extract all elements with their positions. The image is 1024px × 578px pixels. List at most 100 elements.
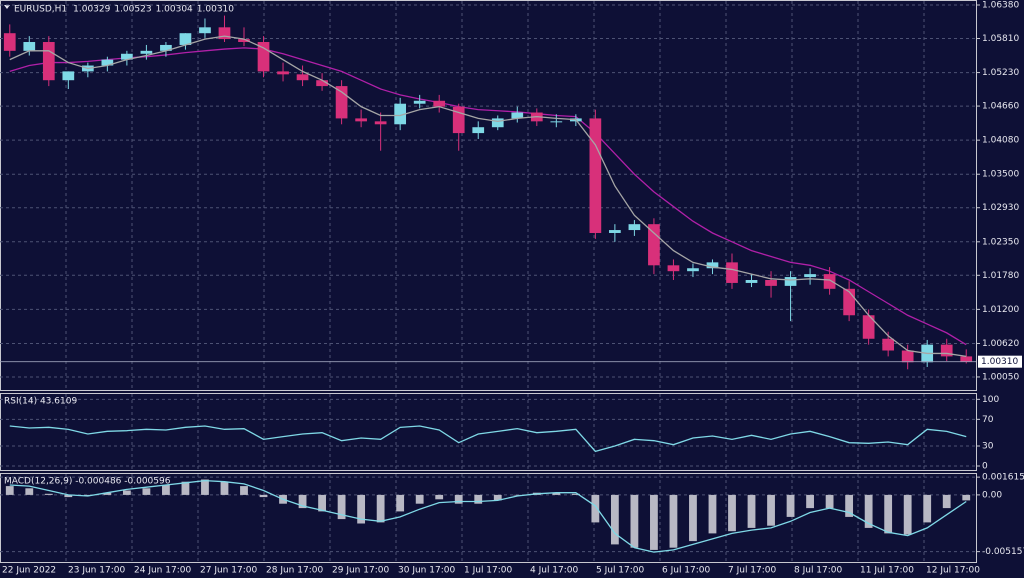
x-tick-label: 1 Jul 17:00 xyxy=(464,566,513,576)
y-tick-label: 0.001615 xyxy=(982,473,1024,483)
panel-title: MACD(12,26,9) -0.000486 -0.000596 xyxy=(4,477,171,487)
candle-body xyxy=(940,344,953,357)
candle-body xyxy=(355,118,367,122)
histogram-bar xyxy=(610,494,619,545)
y-tick-label: 1.01200 xyxy=(982,305,1019,315)
histogram-bar xyxy=(728,494,736,532)
histogram-bar xyxy=(708,494,717,534)
candle-body xyxy=(452,106,465,134)
histogram-bar xyxy=(298,494,307,509)
histogram-bar xyxy=(396,494,405,512)
candle-body xyxy=(23,42,36,51)
panel-borders xyxy=(0,0,977,563)
candle-body xyxy=(277,71,289,75)
candle-body xyxy=(238,39,250,43)
rsi-panel xyxy=(0,393,977,471)
y-tick-label: 1.05810 xyxy=(982,34,1019,44)
histogram-bar xyxy=(845,494,854,517)
y-tick-label: 1.02350 xyxy=(982,237,1019,247)
histogram-bar xyxy=(474,494,483,504)
candle-body xyxy=(804,274,816,278)
y-tick-label: 100 xyxy=(982,395,999,405)
histogram-bar xyxy=(630,494,639,548)
rsi-line xyxy=(9,425,967,453)
x-tick-label: 28 Jun 17:00 xyxy=(266,566,323,576)
histogram-bar xyxy=(259,494,268,498)
y-tick-label: 1.05230 xyxy=(982,68,1019,78)
histogram-bar xyxy=(337,494,346,520)
fast-moving-average xyxy=(9,35,967,358)
histogram-bar xyxy=(923,494,932,523)
candle-body xyxy=(199,27,211,34)
main-panel xyxy=(0,0,977,391)
histogram-bar xyxy=(786,494,795,517)
histogram-bar xyxy=(44,493,53,495)
histogram-bar xyxy=(493,494,502,501)
current-price-label: 1.00310 xyxy=(981,357,1018,367)
x-tick-label: 4 Jul 17:00 xyxy=(530,566,579,576)
quote-value: 1.00329 xyxy=(73,5,110,15)
histogram-bar xyxy=(162,485,170,495)
candle-body xyxy=(589,118,602,233)
slow-moving-average xyxy=(9,47,967,346)
histogram-bar xyxy=(240,486,248,495)
y-tick-label: 1.00050 xyxy=(982,372,1019,382)
histogram-bar xyxy=(181,481,190,495)
y-tick-label: 1.02930 xyxy=(982,203,1019,213)
histogram-bar xyxy=(122,490,131,495)
candle-body xyxy=(179,33,192,45)
candle-body xyxy=(62,71,75,81)
histogram-bar xyxy=(25,488,34,495)
macd-panel xyxy=(0,473,977,563)
candle-body xyxy=(882,338,895,351)
histogram-bar xyxy=(357,494,366,524)
candle-body xyxy=(316,80,328,87)
y-tick-label: 1.04080 xyxy=(982,136,1019,146)
candle-body xyxy=(433,100,446,107)
x-tick-label: 29 Jun 17:00 xyxy=(332,566,389,576)
histogram-bar xyxy=(376,494,385,523)
x-tick-label: 23 Jun 17:00 xyxy=(68,566,125,576)
x-tick-label: 22 Jun 2022 xyxy=(2,566,56,576)
histogram-bar xyxy=(747,494,756,528)
histogram-bar xyxy=(864,494,873,528)
candle-body xyxy=(667,265,680,272)
histogram-bar xyxy=(571,493,580,495)
menu-arrow[interactable] xyxy=(4,5,10,9)
histogram-bar xyxy=(806,494,814,509)
candle-body xyxy=(491,118,504,128)
current-price-box xyxy=(978,355,1022,368)
candle-body xyxy=(960,356,973,362)
candle-body xyxy=(42,42,55,81)
candle-body xyxy=(901,350,914,363)
candle-body xyxy=(784,277,797,286)
histogram-bar xyxy=(142,488,151,495)
histogram-bar xyxy=(650,494,658,550)
y-tick-label: 1.04660 xyxy=(982,102,1019,112)
panel-title: RSI(14) 43.6109 xyxy=(4,397,77,407)
histogram-bar xyxy=(669,494,678,548)
histogram-bar xyxy=(552,492,561,495)
histogram-bar xyxy=(454,494,463,504)
candle-body xyxy=(843,288,855,316)
candle-body xyxy=(121,53,133,60)
candle-body xyxy=(511,112,524,119)
candle-body xyxy=(745,279,758,283)
x-tick-label: 5 Jul 17:00 xyxy=(596,566,645,576)
candle-body xyxy=(101,59,114,66)
x-tick-label: 8 Jul 17:00 xyxy=(794,566,843,576)
candle-body xyxy=(335,86,348,119)
x-tick-label: 7 Jul 17:00 xyxy=(728,566,777,576)
y-tick-label: 0 xyxy=(982,462,988,472)
quote-value: 1.00523 xyxy=(114,5,151,15)
histogram-bar xyxy=(884,494,893,534)
candle-body xyxy=(257,42,270,72)
candle-body xyxy=(472,127,485,134)
histogram-bar xyxy=(942,494,951,509)
histogram-bar xyxy=(64,494,73,498)
candle-body xyxy=(160,44,172,51)
histogram-bar xyxy=(689,494,697,542)
histogram-bar xyxy=(767,494,775,526)
x-tick-label: 11 Jul 17:00 xyxy=(860,566,914,576)
